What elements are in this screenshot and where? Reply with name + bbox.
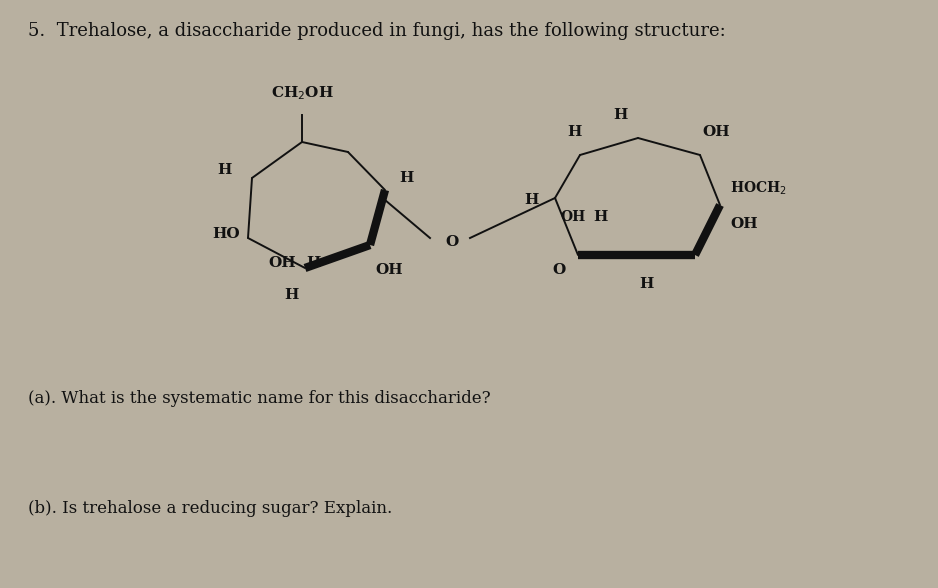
Text: OH: OH: [375, 263, 402, 277]
Text: CH$_2$OH: CH$_2$OH: [270, 84, 333, 102]
Text: H: H: [639, 277, 653, 291]
Text: OH: OH: [560, 210, 585, 224]
Text: (b). Is trehalose a reducing sugar? Explain.: (b). Is trehalose a reducing sugar? Expl…: [28, 500, 392, 517]
Text: H: H: [567, 125, 582, 139]
Text: O: O: [552, 263, 566, 277]
Text: OH: OH: [730, 217, 758, 231]
Text: O: O: [446, 235, 459, 249]
Text: (a). What is the systematic name for this disaccharide?: (a). What is the systematic name for thi…: [28, 390, 491, 407]
Text: HOCH$_2$: HOCH$_2$: [730, 179, 787, 197]
Text: H: H: [524, 193, 539, 207]
Text: H: H: [593, 210, 608, 224]
Text: H: H: [306, 256, 321, 270]
Text: OH: OH: [702, 125, 730, 139]
Text: H: H: [613, 108, 628, 122]
Text: 5.  Trehalose, a disaccharide produced in fungi, has the following structure:: 5. Trehalose, a disaccharide produced in…: [28, 22, 726, 40]
Text: OH: OH: [268, 256, 295, 270]
Text: HO: HO: [212, 227, 240, 241]
Text: H: H: [399, 171, 414, 185]
Text: H: H: [218, 163, 232, 177]
Text: H: H: [284, 288, 298, 302]
